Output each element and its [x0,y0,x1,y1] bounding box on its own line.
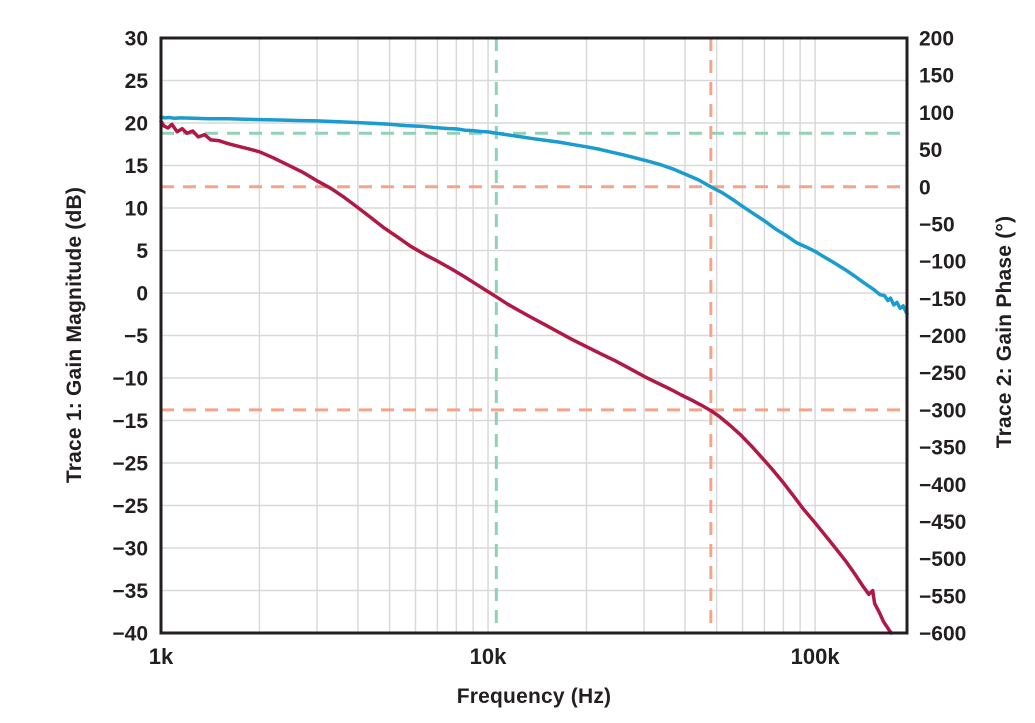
left-axis-tick-label: −10 [112,368,148,391]
left-axis-title: Trace 1: Gain Magnitude (dB) [63,186,86,484]
right-axis-tick-label: −300 [919,399,966,422]
right-axis-tick-label: −200 [919,325,966,348]
right-axis-tick-label: −550 [919,585,966,608]
gain-phase-trace [159,119,894,635]
right-axis-title: Trace 2: Gain Phase (°) [993,215,1016,449]
left-axis-tick-label: 5 [136,240,148,263]
right-axis-tick-label: 150 [919,65,954,88]
x-axis-tick-label: 100k [791,644,841,669]
x-axis-tick-label: 10k [470,644,507,669]
left-axis-tick-label: 15 [125,155,149,178]
left-axis-tick-label: −35 [112,580,148,603]
x-axis-tick-label: 1k [149,644,174,669]
left-axis-tick-label: −40 [112,623,148,646]
gain-magnitude-trace [159,115,909,316]
right-axis-tick-label: 100 [919,102,954,125]
right-axis-tick-label: −50 [919,213,955,236]
left-axis-tick-label: 30 [125,28,148,51]
right-axis-tick-label: −600 [919,623,966,646]
right-axis-tick-label: 50 [919,139,942,162]
right-axis-tick-label: −250 [919,362,966,385]
right-axis-tick-label: −500 [919,548,966,571]
left-axis-tick-label: −5 [124,325,148,348]
left-axis-tick-label: 0 [136,283,148,306]
right-axis-tick-label: −100 [919,251,966,274]
left-axis-tick-label: 20 [125,113,148,136]
left-axis-tick-label: 25 [125,70,149,93]
left-axis-tick-label: −30 [112,538,148,561]
right-axis-tick-label: −400 [919,474,966,497]
right-axis-tick-label: 0 [919,176,931,199]
x-axis-title: Frequency (Hz) [456,685,612,708]
left-axis-tick-label: −15 [112,410,148,433]
left-axis-tick-label: 10 [125,198,148,221]
right-axis-tick-label: −450 [919,511,966,534]
plot-border [159,36,909,635]
right-axis-tick-label: −150 [919,288,966,311]
left-axis-tick-label: −25 [112,495,148,518]
left-axis-tick-label: −25 [112,453,148,476]
right-axis-tick-label: −350 [919,437,966,460]
right-axis-tick-label: 200 [919,28,954,51]
